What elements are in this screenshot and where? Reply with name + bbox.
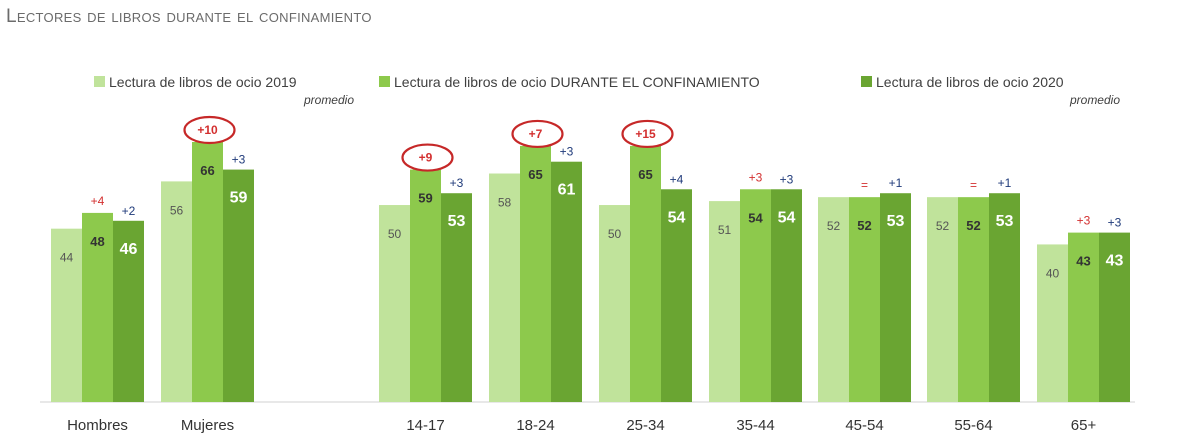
diff-2020-65+: +3 bbox=[1108, 216, 1122, 230]
data-label-Mujeres-s1: 56 bbox=[170, 203, 184, 217]
legend-swatch-2 bbox=[379, 76, 390, 87]
diff-confinamiento-35-44: +3 bbox=[749, 170, 763, 184]
diff-confinamiento-55-64: = bbox=[970, 178, 977, 192]
bar-55-64-s1 bbox=[927, 197, 958, 402]
category-label-55-64: 55-64 bbox=[954, 417, 992, 434]
data-label-25-34-s1: 50 bbox=[608, 227, 622, 241]
bar-35-44-s3 bbox=[771, 189, 802, 402]
diff-2020-35-44: +3 bbox=[780, 172, 794, 186]
data-label-14-17-s3: 53 bbox=[448, 213, 466, 230]
data-label-Hombres-s2: 48 bbox=[90, 234, 104, 249]
diff-2020-45-54: +1 bbox=[889, 176, 903, 190]
data-label-Hombres-s1: 44 bbox=[60, 251, 74, 265]
legend-label-1: Lectura de libros de ocio 2019 bbox=[109, 74, 297, 90]
data-label-65+-s3: 43 bbox=[1106, 253, 1124, 270]
diff-2020-14-17: +3 bbox=[450, 176, 464, 190]
bar-35-44-s2 bbox=[740, 189, 771, 402]
highlight-circle-Mujeres bbox=[183, 115, 236, 145]
data-label-25-34-s2: 65 bbox=[638, 167, 652, 182]
bar-35-44-s1 bbox=[709, 201, 740, 402]
data-label-55-64-s1: 52 bbox=[936, 219, 950, 233]
bar-65+-s3 bbox=[1099, 232, 1130, 402]
bar-18-24-s3 bbox=[551, 161, 582, 402]
data-label-65+-s2: 43 bbox=[1076, 254, 1090, 269]
diff-confinamiento-65+: +3 bbox=[1077, 214, 1091, 228]
data-label-14-17-s2: 59 bbox=[418, 191, 432, 206]
category-label-18-24: 18-24 bbox=[516, 417, 554, 434]
data-label-35-44-s3: 54 bbox=[778, 209, 796, 226]
data-label-55-64-s3: 53 bbox=[996, 213, 1014, 230]
data-label-18-24-s3: 61 bbox=[558, 182, 576, 199]
diff-2020-Hombres: +2 bbox=[122, 204, 136, 218]
category-label-Hombres: Hombres bbox=[67, 417, 128, 434]
bar-45-54-s3 bbox=[880, 193, 911, 402]
highlight-circle-18-24 bbox=[511, 119, 564, 149]
bar-Mujeres-s2 bbox=[192, 142, 223, 402]
legend-label-2: Lectura de libros de ocio DURANTE EL CON… bbox=[394, 74, 760, 90]
legend-note-2020: promedio bbox=[1069, 93, 1120, 107]
highlight-circle-14-17 bbox=[401, 143, 454, 172]
category-label-14-17: 14-17 bbox=[406, 417, 444, 434]
bar-Hombres-s2 bbox=[82, 212, 113, 402]
data-label-45-54-s1: 52 bbox=[827, 219, 841, 233]
data-label-35-44-s1: 51 bbox=[718, 223, 732, 237]
category-label-65+: 65+ bbox=[1071, 417, 1097, 434]
legend-label-3: Lectura de libros de ocio 2020 bbox=[876, 74, 1064, 90]
category-label-45-54: 45-54 bbox=[845, 417, 883, 434]
legend-note-2019: promedio bbox=[303, 93, 354, 107]
highlight-circle-25-34 bbox=[621, 119, 674, 149]
data-label-18-24-s2: 65 bbox=[528, 167, 542, 182]
bar-14-17-s2 bbox=[410, 169, 441, 402]
diff-confinamiento-Hombres: +4 bbox=[91, 194, 105, 208]
bar-18-24-s1 bbox=[489, 173, 520, 402]
data-label-45-54-s3: 53 bbox=[887, 213, 905, 230]
bar-Mujeres-s3 bbox=[223, 169, 254, 402]
diff-2020-25-34: +4 bbox=[670, 172, 684, 186]
data-label-18-24-s1: 58 bbox=[498, 196, 512, 210]
bar-45-54-s2 bbox=[849, 197, 880, 402]
diff-confinamiento-45-54: = bbox=[861, 178, 868, 192]
bar-18-24-s2 bbox=[520, 145, 551, 402]
chart-title: Lectores de libros durante el confinamie… bbox=[6, 6, 372, 27]
legend-swatch-3 bbox=[861, 76, 872, 87]
diff-confinamiento-14-17: +9 bbox=[419, 151, 433, 165]
bar-45-54-s1 bbox=[818, 197, 849, 402]
bar-Hombres-s1 bbox=[51, 228, 82, 402]
bar-65+-s2 bbox=[1068, 232, 1099, 402]
data-label-25-34-s3: 54 bbox=[668, 209, 686, 226]
bar-Mujeres-s1 bbox=[161, 181, 192, 402]
bar-Hombres-s3 bbox=[113, 220, 144, 402]
data-label-14-17-s1: 50 bbox=[388, 227, 402, 241]
bar-25-34-s1 bbox=[599, 205, 630, 402]
diff-2020-Mujeres: +3 bbox=[232, 153, 246, 167]
bar-25-34-s2 bbox=[630, 145, 661, 402]
category-label-25-34: 25-34 bbox=[626, 417, 664, 434]
bar-55-64-s3 bbox=[989, 193, 1020, 402]
data-label-Hombres-s3: 46 bbox=[120, 241, 138, 258]
legend-swatch-1 bbox=[94, 76, 105, 87]
diff-confinamiento-18-24: +7 bbox=[529, 127, 543, 141]
diff-2020-18-24: +3 bbox=[560, 145, 574, 159]
diff-confinamiento-Mujeres: +10 bbox=[197, 123, 218, 137]
data-label-65+-s1: 40 bbox=[1046, 266, 1060, 280]
data-label-Mujeres-s2: 66 bbox=[200, 163, 214, 178]
data-label-45-54-s2: 52 bbox=[857, 218, 871, 233]
bar-65+-s1 bbox=[1037, 244, 1068, 402]
diff-2020-55-64: +1 bbox=[998, 176, 1012, 190]
data-label-Mujeres-s3: 59 bbox=[230, 190, 248, 207]
bar-25-34-s3 bbox=[661, 189, 692, 402]
category-label-Mujeres: Mujeres bbox=[181, 417, 234, 434]
diff-confinamiento-25-34: +15 bbox=[635, 127, 656, 141]
data-label-35-44-s2: 54 bbox=[748, 210, 763, 225]
category-label-35-44: 35-44 bbox=[736, 417, 774, 434]
bar-55-64-s2 bbox=[958, 197, 989, 402]
bar-14-17-s1 bbox=[379, 205, 410, 402]
data-label-55-64-s2: 52 bbox=[966, 218, 980, 233]
bar-14-17-s3 bbox=[441, 193, 472, 402]
